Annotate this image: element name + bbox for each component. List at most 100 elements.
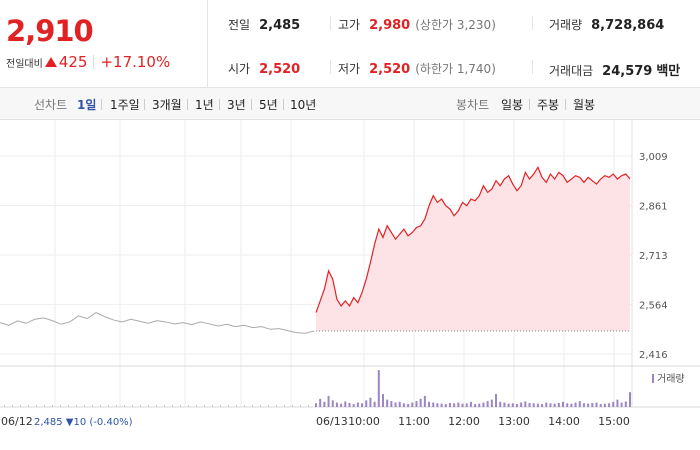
volume-bar — [308, 405, 309, 407]
volume: 거래량 8,728,864 — [549, 16, 664, 33]
x-tick-label: 14:00 — [548, 415, 580, 428]
volume-bar — [348, 402, 351, 407]
volume-bar — [373, 401, 376, 407]
volume-bar — [52, 405, 53, 407]
volume-bar — [541, 404, 544, 407]
volume-label: 거래량 — [549, 18, 583, 32]
volume-bar — [352, 404, 355, 407]
divider — [283, 99, 284, 110]
volume-bar — [549, 403, 552, 407]
volume-bar — [356, 402, 359, 407]
open-label: 시가 — [228, 62, 251, 76]
volume-bar — [84, 405, 85, 407]
prev-close: 전일 2,485 — [228, 16, 300, 33]
prev-close-value: 2,485 — [259, 18, 301, 33]
divider — [330, 60, 331, 74]
volume-bar — [629, 392, 631, 407]
volume-bar — [323, 401, 326, 407]
y-tick-label: 2,564 — [639, 301, 668, 312]
volume-bar — [582, 403, 585, 407]
volume-bar — [495, 394, 498, 407]
trade-amount-value: 24,579 — [602, 64, 653, 79]
open-value: 2,520 — [259, 62, 301, 77]
volume-bar — [448, 402, 451, 407]
prev-close-info: 2,485 ▼10 (-0.40%) — [34, 417, 133, 428]
tab-3year[interactable]: 3년 — [227, 98, 246, 112]
chart-labels: 3,009 2,861 2,713 2,564 2,416 거래량 06/12 2,485 ▼… — [1, 152, 685, 428]
upper-limit: (상한가 3,230) — [415, 18, 496, 32]
volume-bar — [436, 403, 439, 407]
tab-daily-candle[interactable]: 일봉 — [501, 98, 524, 112]
today-date-label: 06/13 — [316, 415, 348, 428]
volume-bar — [68, 405, 69, 407]
tab-10year[interactable]: 10년 — [290, 98, 317, 112]
volume-bar — [394, 402, 397, 407]
volume-bar — [164, 405, 165, 407]
tab-weekly-candle[interactable]: 주봉 — [537, 98, 560, 112]
volume-legend-label: 거래량 — [657, 373, 685, 385]
divider — [219, 99, 220, 110]
volume-bar — [620, 402, 623, 407]
divider — [330, 16, 331, 30]
up-arrow-icon — [44, 57, 57, 67]
volume-bar — [524, 401, 527, 407]
current-price: 2,910 — [6, 14, 94, 48]
prev-close-label: 전일 — [228, 18, 251, 32]
volume-bar — [124, 405, 125, 407]
change-rate: +17.10% — [100, 53, 171, 71]
volume-bar — [284, 405, 285, 407]
volume-bar — [574, 402, 577, 407]
prev-day-series — [0, 312, 315, 334]
volume-bar — [292, 405, 293, 407]
volume-bar — [440, 403, 443, 407]
volume-bar — [244, 405, 245, 407]
open-price: 시가 2,520 — [228, 60, 300, 77]
volume-bar — [276, 405, 277, 407]
tab-3month[interactable]: 3개월 — [152, 98, 182, 112]
tab-5year[interactable]: 5년 — [259, 98, 278, 112]
x-tick-label: 15:00 — [598, 415, 630, 428]
volume-bar — [528, 402, 531, 407]
volume-bar — [415, 401, 418, 407]
volume-bar — [100, 405, 101, 407]
divider — [532, 60, 533, 74]
divider — [101, 99, 102, 110]
x-tick-label: 11:00 — [398, 415, 430, 428]
volume-bar — [553, 403, 556, 407]
tab-1week[interactable]: 1주일 — [110, 98, 140, 112]
volume-bar — [511, 403, 514, 407]
volume-bar — [499, 401, 502, 407]
divider — [251, 99, 252, 110]
x-tick-label: 13:00 — [498, 415, 530, 428]
volume-bar — [557, 402, 560, 407]
volume-bar — [578, 401, 581, 407]
volume-bar — [365, 400, 368, 407]
price-line — [315, 166, 631, 313]
volume-bar — [180, 405, 181, 407]
volume-bar — [407, 404, 410, 407]
volume-bar — [453, 403, 456, 407]
volume-bar — [411, 402, 414, 407]
y-tick-label: 2,861 — [639, 202, 668, 213]
volume-bar — [520, 402, 523, 407]
prev-day-line — [0, 312, 315, 334]
y-tick-label: 2,713 — [639, 251, 668, 262]
divider — [565, 99, 566, 110]
volume-bar — [344, 401, 347, 407]
prev-date-label: 06/12 — [1, 415, 33, 428]
tab-1day[interactable]: 1일 — [77, 98, 97, 112]
volume-bar — [327, 395, 330, 407]
line-chart-title: 선차트 — [34, 98, 68, 112]
volume-bar — [608, 403, 611, 407]
volume-bar — [44, 405, 45, 407]
volume-bar — [478, 403, 481, 407]
volume-bar — [402, 403, 405, 407]
trade-amount-unit: 백만 — [656, 64, 681, 79]
tab-monthly-candle[interactable]: 월봉 — [573, 98, 596, 112]
volume-bar — [595, 402, 598, 407]
volume-bar — [92, 405, 93, 407]
volume-bar — [260, 405, 261, 407]
volume-bar — [188, 405, 189, 407]
volume-bar — [490, 399, 493, 407]
tab-1year[interactable]: 1년 — [195, 98, 214, 112]
